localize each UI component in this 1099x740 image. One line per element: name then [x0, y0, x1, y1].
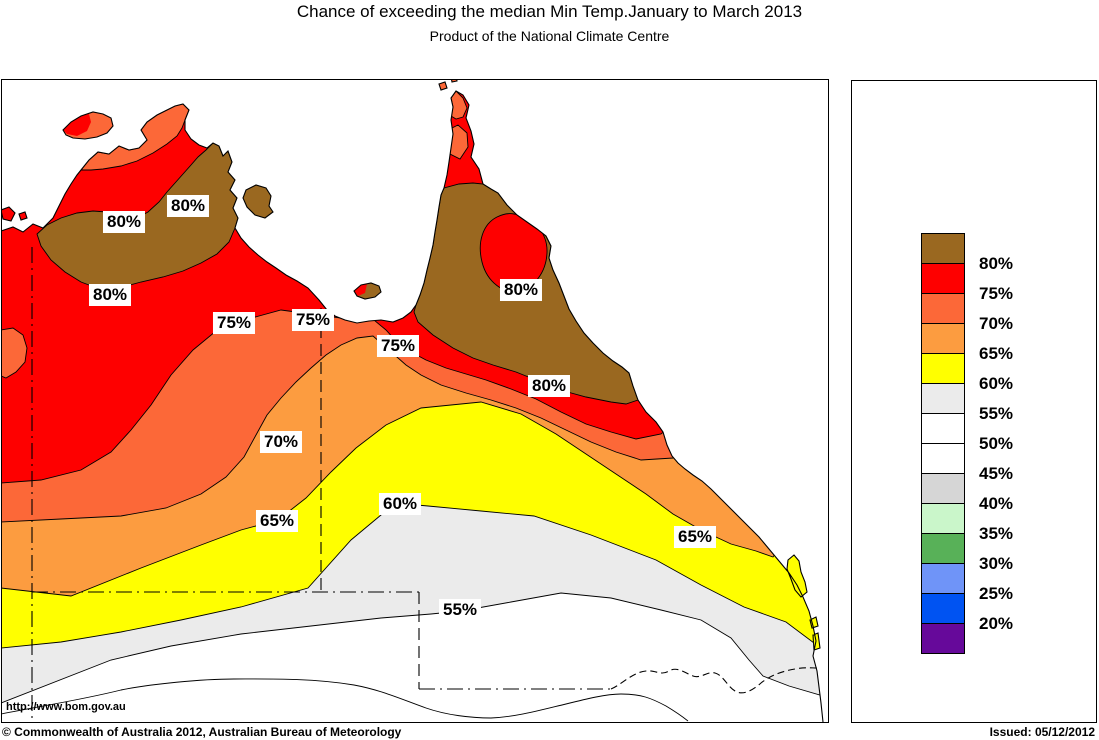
island-fraser: [787, 555, 807, 597]
contour-label-65pct-9: 65%: [255, 510, 299, 532]
contour-label-65pct-11: 65%: [673, 526, 717, 548]
contour-label-75pct-4: 75%: [291, 309, 335, 331]
legend-label-40pct: 40%: [979, 494, 1014, 513]
contour-bands: [2, 80, 823, 722]
state-borders: [31, 247, 818, 722]
legend-label-70pct: 70%: [979, 314, 1014, 333]
legend-panel: 80% 75% 70% 65% 60% 55% 50% 45% 40% 35% 30% 25% 20%: [851, 80, 1097, 723]
contour-label-55pct-12: 55%: [438, 599, 482, 621]
legend-label-75pct: 75%: [979, 284, 1014, 303]
island-groote: [243, 185, 273, 218]
legend-swatch-8: [921, 473, 965, 504]
legend-swatch-4: [921, 353, 965, 384]
island-mornington-red-spot: [354, 284, 367, 296]
contour-label-80pct-1: 80%: [102, 211, 146, 233]
islet-coral-coast-3: [746, 512, 752, 518]
legend-label-35pct: 35%: [979, 524, 1014, 543]
contour-50: [2, 678, 689, 722]
contour-label-60pct-10: 60%: [378, 493, 422, 515]
islet-coral-coast-2: [698, 465, 704, 471]
legend-swatch-1: [921, 263, 965, 294]
legend-swatch-10: [921, 533, 965, 564]
legend-label-25pct: 25%: [979, 584, 1014, 603]
coastline: [2, 80, 824, 722]
legend-swatch-3: [921, 323, 965, 354]
legend-label-80pct: 80%: [979, 254, 1014, 273]
legend-label-60pct: 60%: [979, 374, 1014, 393]
legend-label-20pct: 20%: [979, 614, 1014, 633]
legend-swatch-0: [921, 233, 965, 264]
legend-swatch-12: [921, 593, 965, 624]
patch-salmon-kimberley: [2, 327, 28, 379]
contour-label-80pct-7: 80%: [527, 375, 571, 397]
copyright-text: © Commonwealth of Australia 2012, Austra…: [2, 725, 402, 739]
map-svg: [2, 80, 824, 722]
legend-label-30pct: 30%: [979, 554, 1014, 573]
contour-label-70pct-8: 70%: [259, 431, 303, 453]
legend-swatch-5: [921, 383, 965, 414]
islet-coral-coast-1: [646, 390, 652, 396]
contour-label-80pct-2: 80%: [88, 284, 132, 306]
contour-label-80pct-6: 80%: [499, 279, 543, 301]
legend-swatch-11: [921, 563, 965, 594]
island-tiwi-red-lobe: [63, 114, 91, 136]
map-panel: 80% 80% 80% 75% 75% 75% 80% 80% 70% 65% 60% 65% 55% …: [1, 79, 829, 723]
legend-swatch-9: [921, 503, 965, 534]
contour-label-75pct-5: 75%: [376, 335, 420, 357]
contour-label-80pct-0: 80%: [166, 195, 210, 217]
legend-label-65pct: 65%: [979, 344, 1014, 363]
page-subtitle: Product of the National Climate Centre: [429, 28, 670, 44]
legend-label-45pct: 45%: [979, 464, 1014, 483]
legend-swatch-7: [921, 443, 965, 474]
border-qld-nsw-river: [610, 667, 818, 694]
legend-swatch-13: [921, 623, 965, 654]
legend-swatch-2: [921, 293, 965, 324]
island-torres: [439, 80, 457, 90]
page-title: Chance of exceeding the median Min Temp.…: [296, 2, 803, 21]
region-red-oval-cape: [479, 213, 548, 293]
legend-label-55pct: 55%: [979, 404, 1014, 423]
bom-url-text: http://www.bom.gov.au: [6, 701, 126, 713]
contour-label-75pct-3: 75%: [212, 312, 256, 334]
legend-swatch-6: [921, 413, 965, 444]
legend-label-50pct: 50%: [979, 434, 1014, 453]
issued-date: Issued: 05/12/2012: [989, 725, 1095, 739]
